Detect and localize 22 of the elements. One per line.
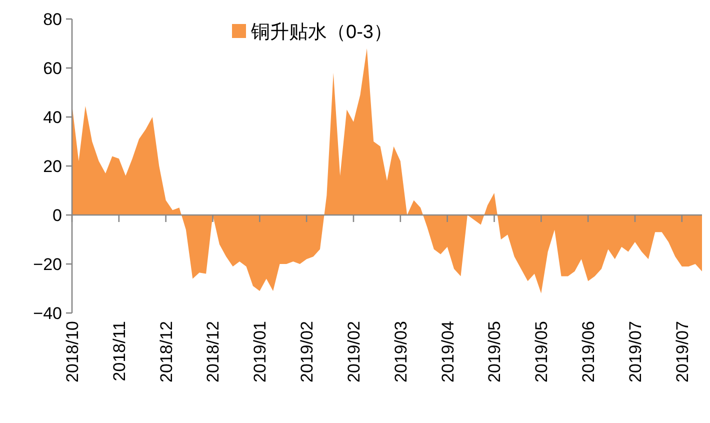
y-tick-label: 40 [43,108,62,127]
x-tick-label: 2019/05 [485,321,504,382]
x-tick-label: 2019/02 [298,321,317,382]
x-tick-label: 2019/07 [672,321,692,382]
x-tick-label: 2019/02 [344,321,364,382]
y-tick-label: 80 [43,10,62,29]
x-tick-label: 2019/06 [579,321,598,382]
x-tick-label: 2018/12 [156,321,176,382]
y-tick-label: 60 [43,59,62,78]
x-tick-label: 2019/07 [626,321,645,382]
y-tick-label: −40 [33,304,62,323]
y-tick-label: 20 [43,157,62,176]
x-tick-label: 2018/11 [110,321,129,382]
x-tick-label: 2018/12 [204,321,223,382]
x-tick-label: 2018/10 [63,321,82,382]
x-tick-label: 2019/04 [438,321,458,382]
legend-label: 铜升贴水（0-3） [250,22,392,43]
y-tick-label: −20 [33,255,62,274]
y-tick-label: 0 [52,206,62,225]
x-tick-label: 2019/03 [391,321,410,382]
x-tick-label: 2019/05 [532,321,552,382]
x-tick-label: 2019/01 [250,321,270,382]
